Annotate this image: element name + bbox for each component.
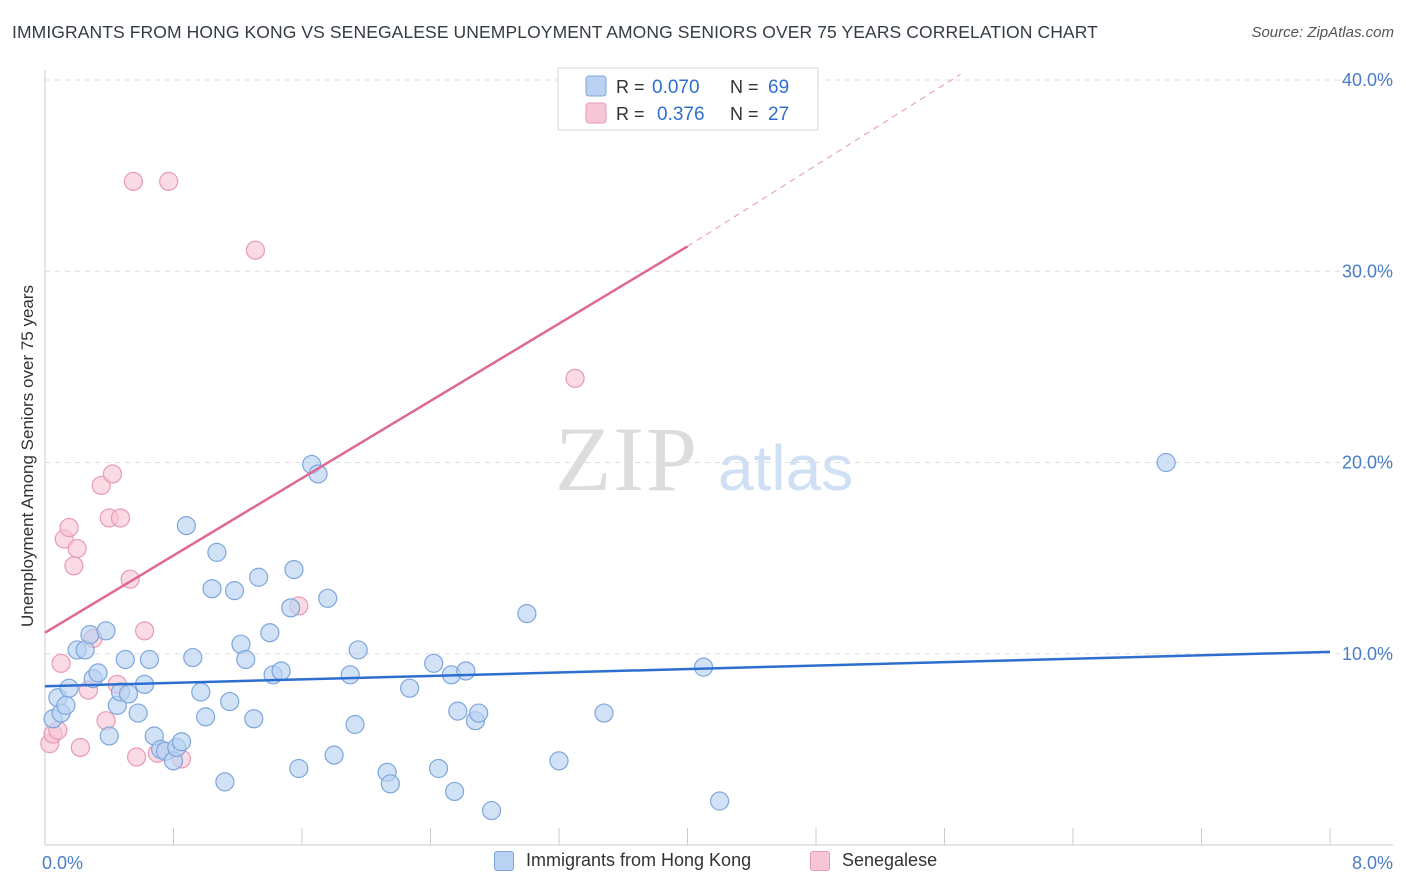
hong-kong-point-40 <box>271 661 291 681</box>
hong-kong-point-14 <box>115 649 135 670</box>
hong-kong-point-10 <box>96 621 116 641</box>
hong-kong-point-43 <box>289 758 309 779</box>
hong-kong-point-64 <box>549 751 569 771</box>
hong-kong-point-48 <box>340 665 360 685</box>
senegalese-point-6 <box>64 556 84 576</box>
hong-kong-point-3 <box>56 695 76 715</box>
y-axis-label: Unemployment Among Seniors over 75 years <box>18 285 37 627</box>
legend-n-label-2: N = <box>730 104 759 124</box>
hong-kong-point-27 <box>191 682 211 702</box>
hong-kong-point-62 <box>481 800 502 821</box>
hong-kong-point-41 <box>281 598 301 618</box>
hong-kong-point-52 <box>380 774 400 794</box>
senegalese-point-8 <box>70 737 90 758</box>
legend-r-value-1: 0.070 <box>652 77 700 98</box>
legend-n-value-1: 69 <box>768 77 789 98</box>
legend-n-value-2: 27 <box>768 104 789 125</box>
hong-kong-point-63 <box>517 603 537 624</box>
trend-lines <box>44 73 1331 688</box>
hong-kong-point-59 <box>456 661 476 681</box>
hong-kong-point-42 <box>284 559 304 580</box>
legend-r-value-2: 0.376 <box>657 104 705 125</box>
hong-kong-point-54 <box>424 653 444 673</box>
hong-kong-point-61 <box>469 703 489 723</box>
hong-kong-point-38 <box>260 623 280 643</box>
hong-kong-point-28 <box>196 707 216 727</box>
watermark-atlas: atlas <box>718 432 853 504</box>
hong-kong-point-53 <box>400 678 420 698</box>
hong-kong-point-32 <box>220 691 240 712</box>
hong-kong-point-18 <box>139 649 160 670</box>
source-label: Source: ZipAtlas.com <box>1251 24 1394 41</box>
y-tick-label-3: 40.0% <box>1342 70 1393 90</box>
senegalese-trend-extension <box>687 73 961 247</box>
legend-n-label-1: N = <box>730 77 759 97</box>
hong-kong-point-46 <box>318 588 338 608</box>
chart-title: IMMIGRANTS FROM HONG KONG VS SENEGALESE … <box>12 22 1098 42</box>
legend-item-hong-kong: Immigrants from Hong Kong <box>494 850 751 871</box>
senegalese-point-19 <box>126 747 147 767</box>
hong-kong-point-36 <box>244 709 264 729</box>
x-tick-label-1: 8.0% <box>1352 853 1393 873</box>
legend-swatch-senegalese <box>810 850 830 871</box>
senegalese-point-14 <box>102 464 123 484</box>
hong-kong-point-30 <box>207 542 227 562</box>
hong-kong-point-33 <box>224 581 245 601</box>
series-legend: Immigrants from Hong Kong Senegalese <box>0 850 1406 880</box>
hong-kong-point-47 <box>324 745 344 765</box>
hong-kong-point-37 <box>249 567 269 587</box>
legend-swatch-hong-kong <box>494 850 514 871</box>
x-tick-label-0: 0.0% <box>42 853 83 873</box>
hong-kong-point-9 <box>88 663 108 683</box>
hong-kong-point-16 <box>128 703 148 723</box>
senegalese-point-3 <box>51 653 71 673</box>
legend-swatch-blue <box>585 75 607 97</box>
senegalese-point-18 <box>123 171 143 191</box>
hong-kong-point-35 <box>236 649 256 670</box>
hong-kong-point-58 <box>448 701 468 721</box>
senegalese-point-22 <box>159 171 179 191</box>
senegalese-point-24 <box>245 240 266 260</box>
legend-item-senegalese: Senegalese <box>810 850 937 871</box>
hong-kong-point-50 <box>348 640 368 660</box>
hong-kong-point-24 <box>171 732 192 752</box>
hong-kong-point-57 <box>444 781 465 802</box>
hong-kong-trend-line <box>44 650 1331 688</box>
correlation-legend: R = 0.070 N = 69 R = 0.376 N = 27 <box>557 67 819 131</box>
y-tick-label-2: 30.0% <box>1342 261 1393 281</box>
legend-r-label-1: R = <box>616 77 645 97</box>
grid-lines <box>45 79 1393 655</box>
senegalese-point-5 <box>59 517 79 538</box>
hong-kong-point-29 <box>202 579 222 599</box>
hong-kong-point-15 <box>118 684 139 704</box>
legend-swatch-pink <box>585 102 607 124</box>
legend-label-hong-kong: Immigrants from Hong Kong <box>526 850 752 870</box>
legend-label-senegalese: Senegalese <box>842 850 938 870</box>
legend-r-label-2: R = <box>616 104 645 124</box>
hong-kong-point-55 <box>428 758 449 779</box>
senegalese-point-26 <box>565 368 585 388</box>
y-tick-label-1: 20.0% <box>1342 453 1393 473</box>
hong-kong-point-7 <box>80 625 100 645</box>
senegalese-point-16 <box>110 508 131 528</box>
senegalese-point-11 <box>91 475 111 496</box>
hong-kong-point-4 <box>59 678 79 698</box>
watermark: ZIP atlas <box>555 408 853 510</box>
hong-kong-point-25 <box>176 516 196 536</box>
y-tick-label-0: 10.0% <box>1342 644 1393 664</box>
hong-kong-point-31 <box>215 772 235 792</box>
senegalese-point-20 <box>134 621 155 641</box>
senegalese-point-7 <box>67 538 87 559</box>
hong-kong-point-26 <box>183 647 203 668</box>
hong-kong-point-11 <box>99 726 119 746</box>
hong-kong-point-65 <box>594 703 614 723</box>
hong-kong-point-49 <box>345 714 365 735</box>
hong-kong-point-66 <box>693 657 714 677</box>
tick-labels: 10.0% 20.0% 30.0% 40.0% 0.0% 8.0% <box>42 70 1393 873</box>
hong-kong-point-67 <box>710 791 730 811</box>
hong-kong-point-68 <box>1156 452 1176 473</box>
senegalese-trend-line <box>44 245 689 634</box>
watermark-zip: ZIP <box>555 408 699 510</box>
